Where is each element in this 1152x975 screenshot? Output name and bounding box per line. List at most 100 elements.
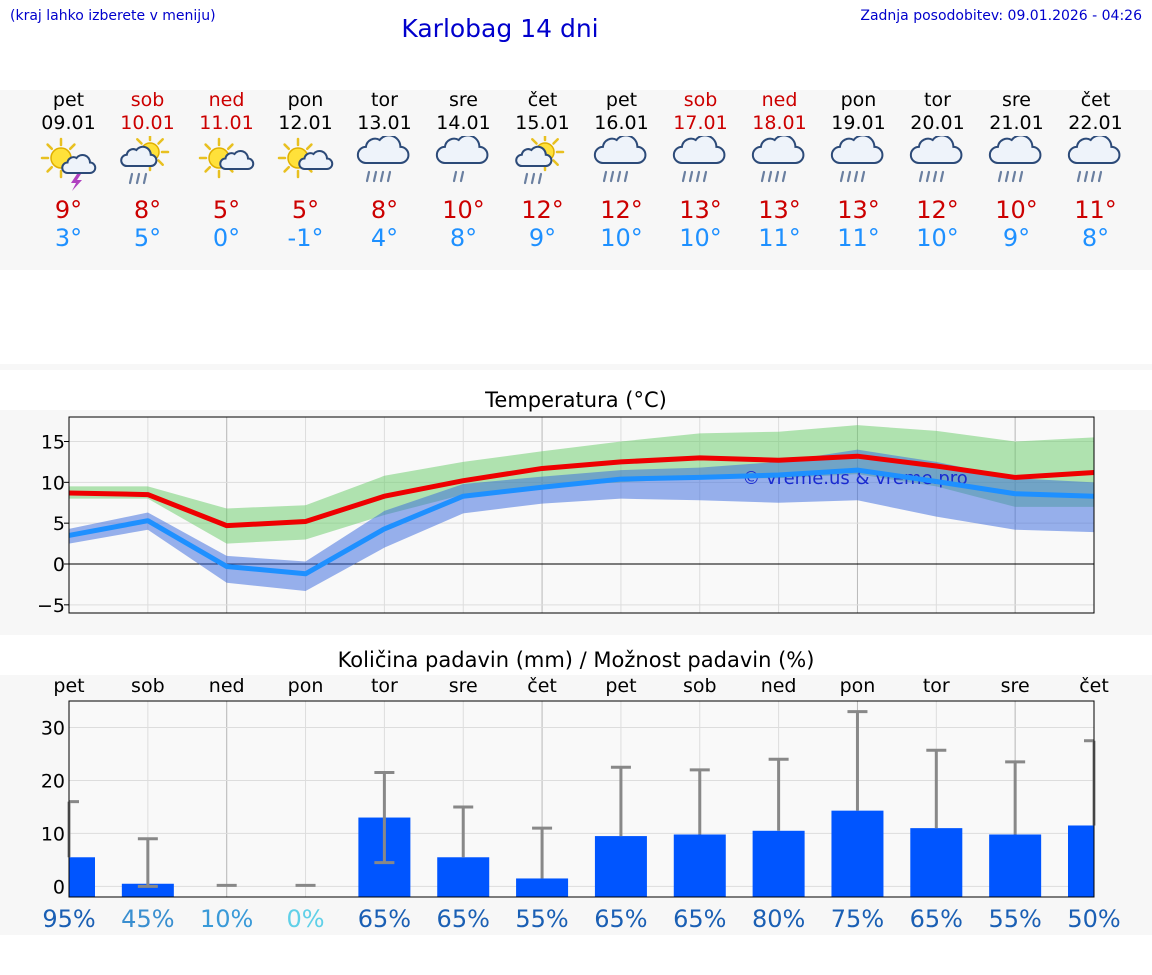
cloud-shape	[751, 136, 804, 164]
cloud-rain-icon	[909, 136, 962, 183]
cloud-shape	[297, 150, 333, 170]
x-category-label: tor	[923, 675, 950, 697]
temp-max: 9°	[54, 196, 83, 224]
rain-drop	[537, 172, 542, 185]
day-column: pet 16.01 12° 10°	[582, 88, 661, 252]
x-category-label: čet	[527, 675, 557, 697]
temp-max: 5°	[212, 196, 241, 224]
sun-ray	[282, 165, 290, 173]
y-tick-label: 30	[41, 717, 65, 739]
rain-drop	[379, 170, 384, 183]
cloud-rain-icon	[593, 136, 646, 183]
day-date: 13.01	[357, 112, 412, 134]
rain-drop	[681, 170, 686, 183]
rain-drop	[452, 170, 457, 183]
rain-drop	[997, 170, 1002, 183]
rain-drop	[925, 170, 930, 183]
icon-group	[751, 136, 804, 183]
precip-probability: 95%	[42, 905, 95, 933]
sun-cloud-thunder-icon	[40, 137, 96, 191]
x-category-label: tor	[371, 675, 398, 697]
icon-group	[672, 136, 725, 183]
rain-drop	[128, 172, 133, 185]
rain-drop	[135, 172, 140, 185]
sun-ray	[305, 143, 313, 151]
precip-bar	[69, 857, 95, 897]
rain-drop	[781, 170, 786, 183]
sun-ray	[282, 143, 290, 151]
precip-probability: 50%	[1067, 905, 1120, 933]
day-name: pet	[52, 89, 85, 111]
series-line-min	[68, 467, 1095, 577]
sun-ray	[156, 138, 164, 145]
temp-max: 10°	[995, 196, 1038, 224]
x-category-label: pon	[840, 675, 876, 697]
temp-max: 12°	[521, 196, 564, 224]
rain-drop	[523, 172, 528, 185]
precip-bar	[673, 834, 726, 897]
day-date: 22.01	[1068, 112, 1123, 134]
sun-cloud-rain-icon	[119, 136, 169, 185]
icon-group	[435, 136, 488, 183]
day-column: sre 21.01 10° 9°	[977, 88, 1056, 252]
y-tick-label: 10	[41, 472, 65, 494]
temp-min: 9°	[1002, 224, 1031, 252]
rain-drop	[688, 170, 693, 183]
sun-ray	[226, 143, 234, 151]
spacer-band	[0, 364, 1152, 370]
daily-forecast: pet 09.01 9° 3° sob 10.01 8° 5° ned 11.0…	[0, 88, 1152, 268]
cloud-shape	[830, 136, 883, 164]
precip-bar	[1068, 825, 1094, 897]
temp-max: 13°	[837, 196, 880, 224]
temp-min: 11°	[758, 224, 801, 252]
day-date: 11.01	[199, 112, 254, 134]
icon-group	[514, 136, 564, 185]
precip-probability: 55%	[988, 905, 1041, 933]
rain-drop	[939, 170, 944, 183]
day-column: sre 14.01 10° 8°	[424, 88, 503, 252]
day-column: čet 15.01 12° 9°	[503, 88, 582, 252]
temp-max: 5°	[291, 196, 320, 224]
cloud-shape	[988, 136, 1041, 164]
rain-drop	[386, 170, 391, 183]
y-tick-label: 0	[53, 876, 65, 898]
temp-max: 12°	[600, 196, 643, 224]
lightning-bolt	[70, 174, 82, 191]
cloud-shape	[672, 136, 725, 164]
day-column: tor 20.01 12° 10°	[898, 88, 977, 252]
day-date: 21.01	[989, 112, 1044, 134]
day-name: sre	[1002, 89, 1031, 111]
rain-drop	[695, 170, 700, 183]
rain-drop	[1083, 170, 1088, 183]
plot-frame	[68, 700, 1095, 898]
plot-frame	[68, 416, 1095, 614]
cloud-shape	[356, 136, 409, 164]
day-date: 12.01	[278, 112, 333, 134]
rain-drop	[846, 170, 851, 183]
y-tick-label: −5	[37, 595, 65, 617]
rain-drop	[702, 170, 707, 183]
precip-probability: 65%	[437, 905, 490, 933]
icon-group	[198, 137, 254, 179]
cloud-shape	[514, 145, 552, 167]
day-column: tor 13.01 8° 4°	[345, 88, 424, 252]
day-column: sob 10.01 8° 5°	[108, 88, 187, 252]
rain-drop	[609, 170, 614, 183]
day-column: pon 12.01 5° -1°	[266, 88, 345, 252]
temp-min: 10°	[916, 224, 959, 252]
temp-max: 8°	[133, 196, 162, 224]
icon-group	[909, 136, 962, 183]
sun-ray	[135, 138, 143, 145]
x-category-label: pet	[53, 675, 84, 697]
day-name: sob	[683, 89, 718, 111]
day-name: tor	[371, 89, 398, 111]
y-tick-label: 5	[53, 513, 65, 535]
day-date: 15.01	[515, 112, 570, 134]
day-date: 20.01	[910, 112, 965, 134]
rain-drop	[932, 170, 937, 183]
day-date: 10.01	[120, 112, 175, 134]
location-hint: (kraj lahko izberete v meniju)	[10, 8, 216, 24]
rain-drop	[839, 170, 844, 183]
icon-group	[356, 136, 409, 183]
temp-max: 8°	[370, 196, 399, 224]
